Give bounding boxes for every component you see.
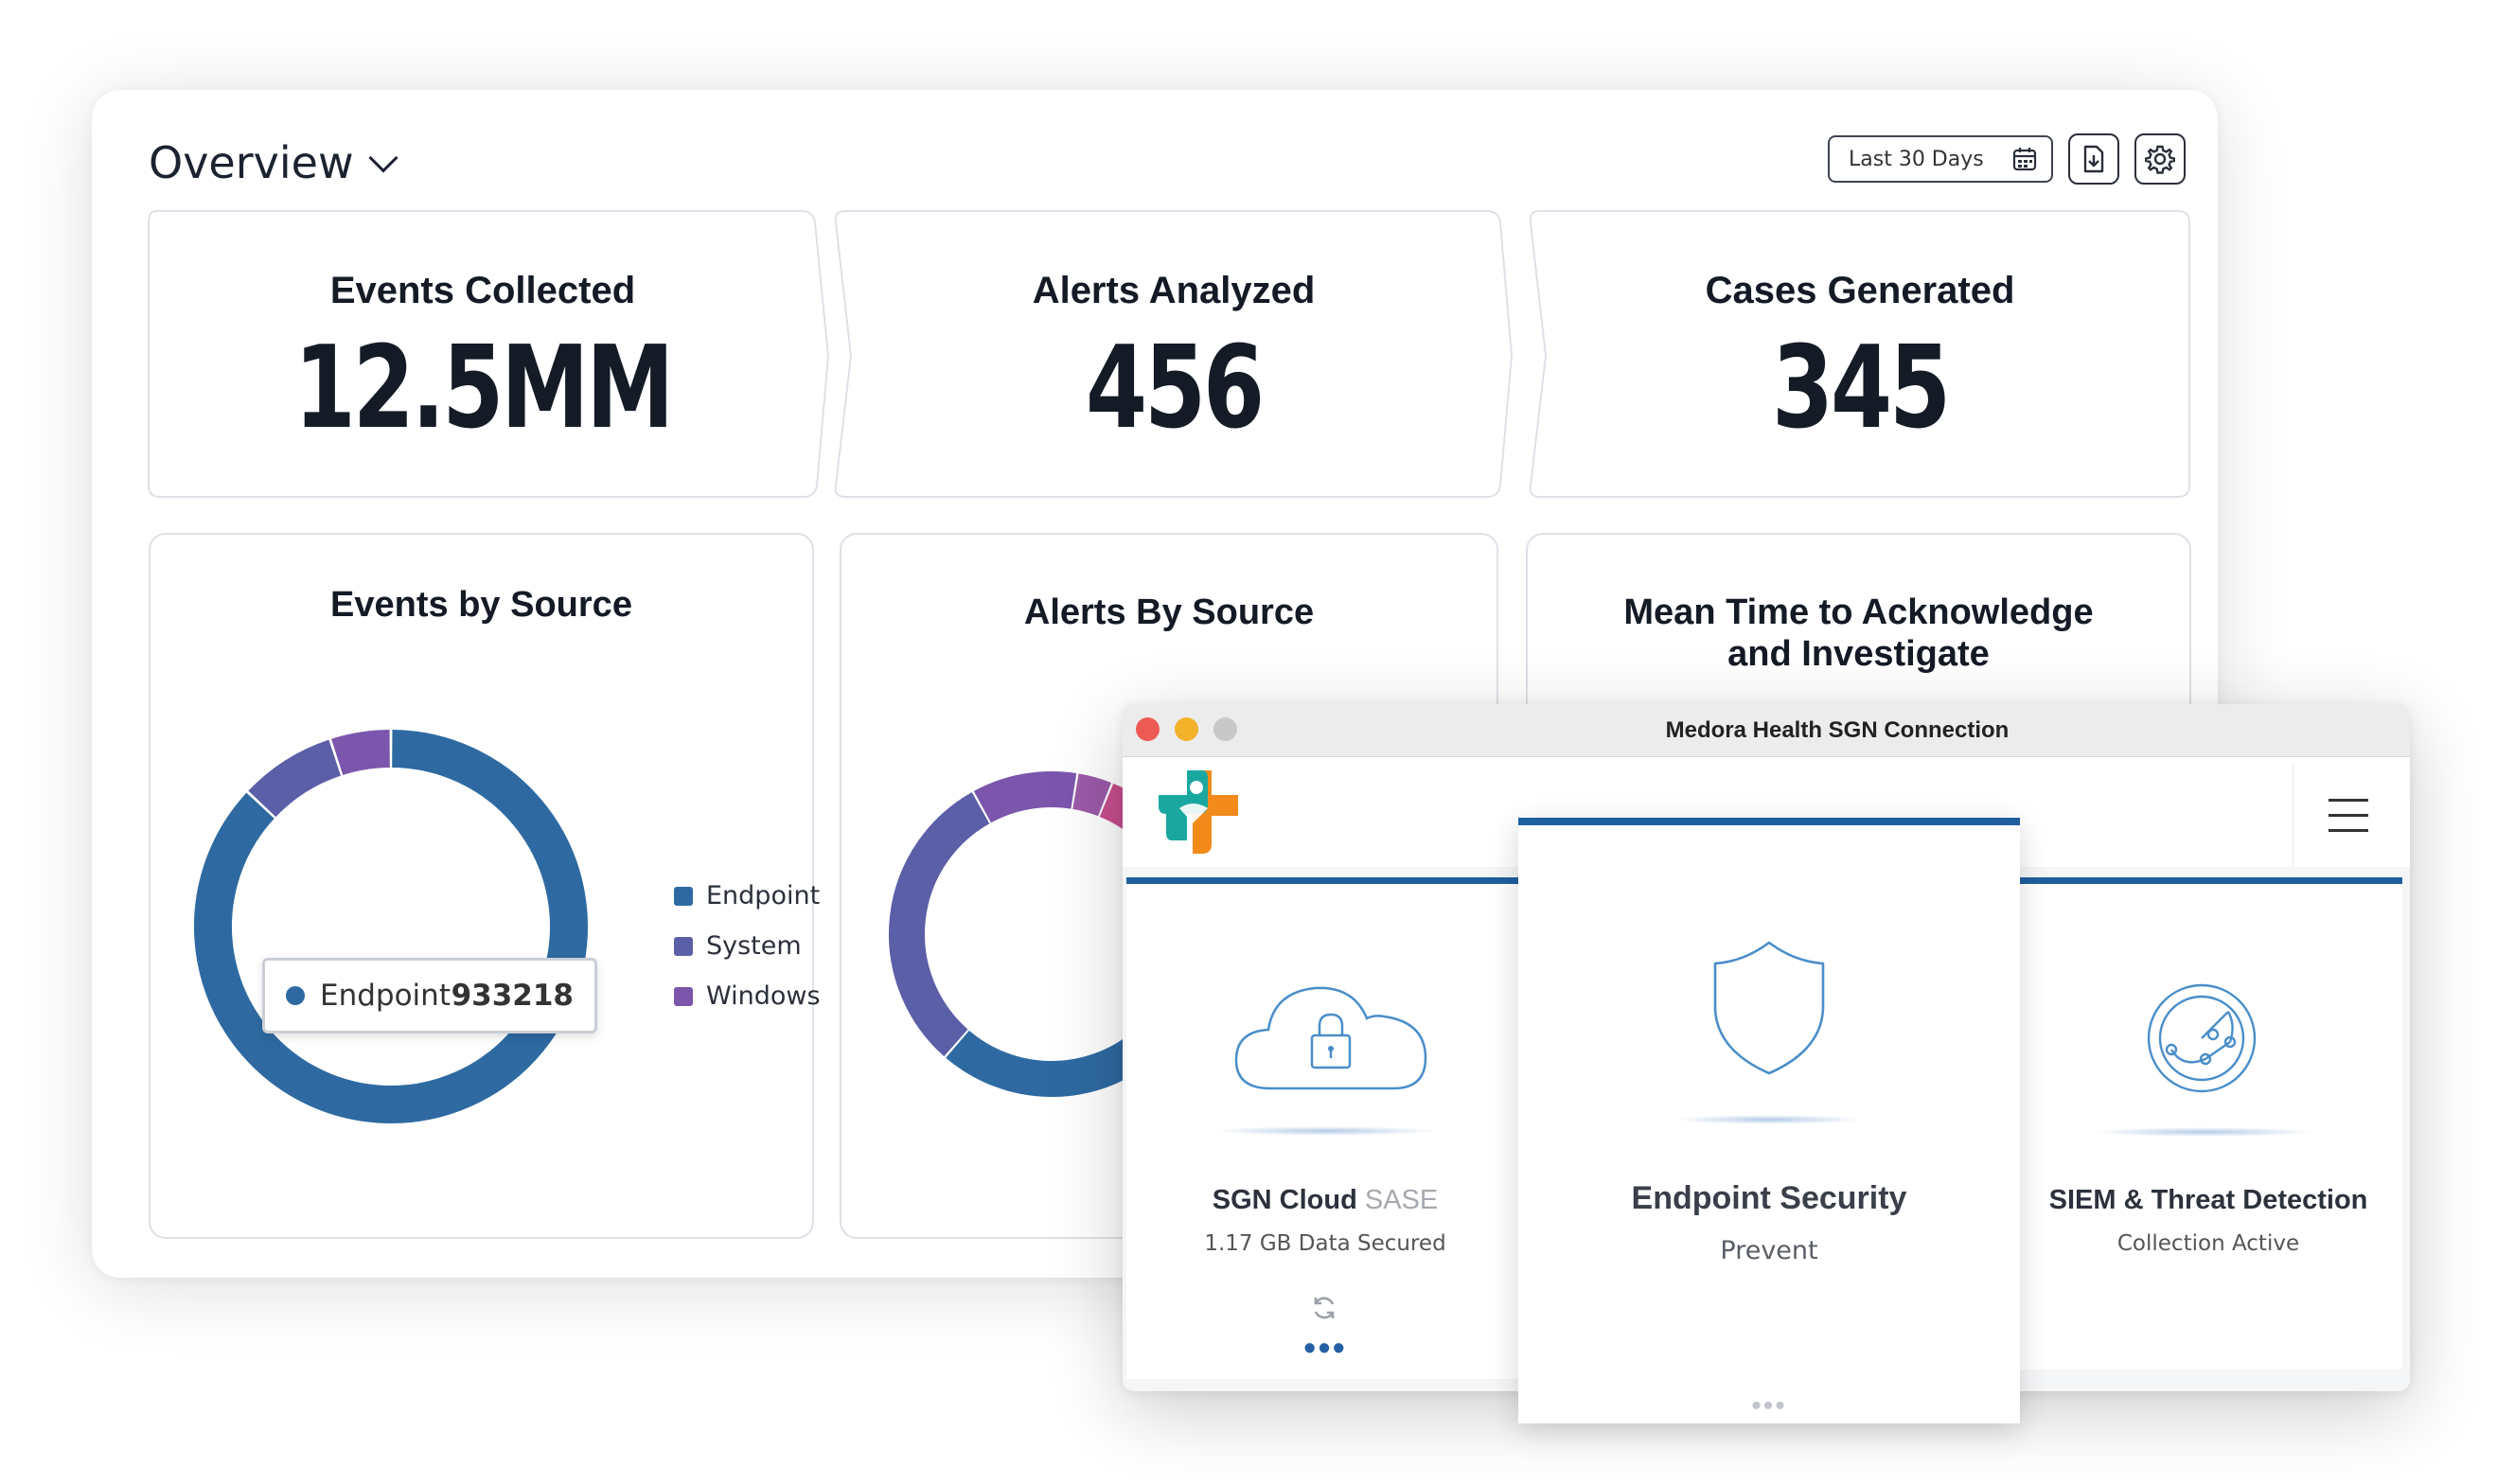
kpi-card-shapes [148,210,2190,498]
kpi-events-collected: Events Collected 12.5MM [149,211,817,497]
kpi-cases-generated: Cases Generated 345 [1531,211,2189,497]
tooltip-label: Endpoint [320,979,451,1013]
kpi-title: Alerts Analyzed [1032,270,1316,311]
donut-slice[interactable] [194,730,588,1123]
chart-title: Events by Source [330,585,632,625]
legend-item-windows[interactable]: Windows [674,971,821,1021]
close-window-button[interactable] [1136,717,1160,741]
settings-button[interactable] [2134,133,2186,185]
tile-glow [2090,1127,2317,1137]
donut-slice[interactable] [331,730,391,776]
donut-slice[interactable] [889,792,990,1057]
menu-button[interactable] [2293,763,2402,867]
gear-icon [2145,145,2175,174]
tile-title-suffix: SASE [1364,1185,1439,1215]
date-range-button[interactable]: Last 30 Days [1828,135,2053,183]
kpi-value: 456 [1085,323,1265,454]
app-window: Medora Health SGN Connection SGN Cloud S… [1123,704,2410,1423]
tile-title: SGN Cloud SASE [1126,1185,1524,1216]
donut-slice[interactable] [248,739,342,818]
kpi-title: Cases Generated [1705,270,2015,311]
legend-swatch [674,986,693,1006]
tile-title-main: SGN Cloud [1212,1185,1357,1215]
refresh-icon[interactable] [1310,1294,1338,1322]
window-controls [1136,717,1237,741]
kpi-alerts-analyzed: Alerts Analyzed 456 [836,211,1512,497]
cloud-lock-icon [1234,986,1427,1090]
radar-icon [2147,983,2257,1093]
tooltip-value: 933218 [451,979,574,1013]
calendar-icon [2012,148,2037,171]
tile-endpoint-security[interactable]: Endpoint Security Prevent ••• [1518,818,2020,1423]
shield-icon [1713,941,1825,1075]
page-title: Overview [149,137,354,188]
title-bar: Medora Health SGN Connection [1123,704,2410,757]
legend-item-system[interactable]: System [674,921,821,971]
tile-title: SIEM & Threat Detection [2048,1185,2368,1215]
legend-item-endpoint[interactable]: Endpoint [674,871,821,921]
legend-label: Endpoint [706,881,821,910]
kpi-value: 12.5MM [293,323,675,454]
tile-siem[interactable]: SIEM & Threat Detection Collection Activ… [2014,877,2402,1369]
maximize-window-button[interactable] [1213,717,1237,741]
chart-title: Alerts By Source [1023,592,1315,632]
toolbar: Last 30 Days [1828,133,2186,185]
tile-subtitle: Prevent [1720,1236,1818,1265]
tooltip-dot [286,986,305,1005]
legend-swatch [674,936,693,956]
tile-glow [1212,1126,1439,1136]
tile-title: Endpoint Security [1631,1180,1907,1216]
minimize-window-button[interactable] [1175,717,1198,741]
more-dots-icon[interactable]: ••• [1751,1390,1787,1422]
events-legend: Endpoint System Windows [674,871,821,1021]
kpi-value: 345 [1771,323,1951,454]
app-header [1123,757,2410,867]
medora-logo [1159,770,1238,854]
events-donut-chart[interactable] [190,726,592,1127]
window-title: Medora Health SGN Connection [1665,717,2010,743]
events-by-source-card: Events by Source Endpoint System Windows… [149,533,821,1239]
chart-tooltip: Endpoint 933218 [262,958,597,1034]
kpi-title: Events Collected [329,270,636,311]
chart-title-line2: and Investigate [1727,634,1990,674]
more-dots-icon[interactable]: ••• [1303,1329,1347,1369]
chart-title-line1: Mean Time to Acknowledge [1623,592,2094,632]
date-range-label: Last 30 Days [1849,147,1984,171]
legend-label: System [706,931,802,961]
legend-label: Windows [706,981,821,1011]
overview-dropdown[interactable]: Overview [149,137,398,188]
tile-subtitle: 1.17 GB Data Secured [1204,1231,1446,1256]
menu-icon [2328,798,2368,802]
download-button[interactable] [2068,133,2119,185]
donut-slice[interactable] [973,771,1077,823]
download-icon [2083,145,2104,173]
donut-slice[interactable] [1071,773,1111,817]
tile-sgn-cloud[interactable]: SGN Cloud SASE 1.17 GB Data Secured ••• [1126,877,1524,1379]
tile-glow [1674,1115,1864,1124]
tile-subtitle: Collection Active [2116,1231,2300,1256]
legend-swatch [674,886,693,906]
